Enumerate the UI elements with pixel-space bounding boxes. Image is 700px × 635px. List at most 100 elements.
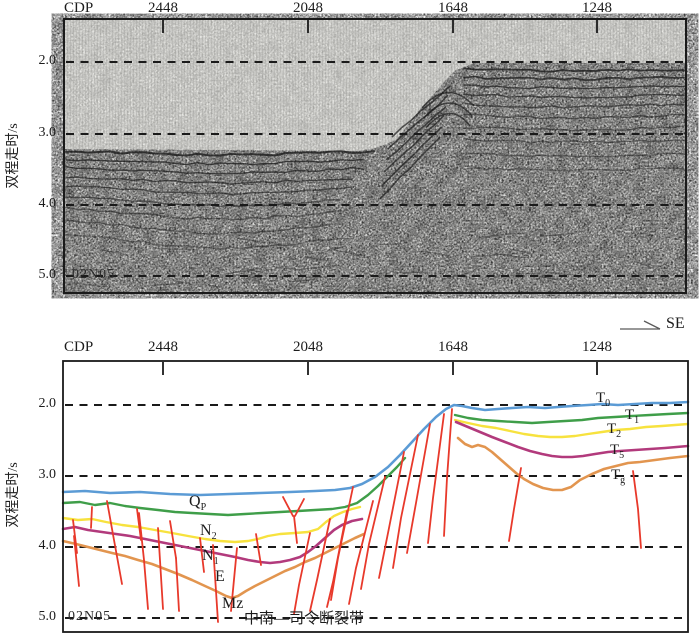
bottom-x-tick-1648: 1648 <box>438 339 468 355</box>
seismic-section-panel <box>63 18 687 294</box>
reflector-chaotic <box>224 267 263 275</box>
reflector-right-basin <box>463 166 685 172</box>
se-arrow-barb <box>643 320 661 330</box>
water-column-stripes <box>64 20 686 151</box>
horizon-line-Tg-right <box>456 436 690 492</box>
reflector-left-basin <box>65 185 353 196</box>
top-x-tick-1648: 1648 <box>438 0 468 16</box>
reflector-chaotic <box>150 282 183 287</box>
fault-line-3 <box>73 535 80 587</box>
top-x-tick-1248: 1248 <box>582 0 612 16</box>
reflector-left-basin <box>65 176 353 185</box>
reflector-right-basin <box>463 152 685 158</box>
top-y-tick-2: 2.0 <box>38 53 57 68</box>
reflector-chaotic <box>510 248 531 255</box>
top-line-id: 02N05 <box>72 267 116 282</box>
strat-label-N1: N1 <box>202 547 219 568</box>
reflector-chaotic <box>215 252 244 261</box>
horizon-line-T2-left <box>61 505 362 544</box>
bottom-line-id: 02N05 <box>68 609 112 624</box>
fault-line-22 <box>378 451 405 579</box>
strat-label-E: E <box>215 568 225 585</box>
bottom-x-tick-1248: 1248 <box>582 339 612 355</box>
reflector-chaotic <box>383 242 401 246</box>
top-panel-border <box>63 18 687 294</box>
horizon-label-T5: T5 <box>610 442 625 461</box>
reflector-left-basin <box>65 206 342 221</box>
reflector-chaotic <box>305 256 328 262</box>
top-y-tick-4: 4.0 <box>38 196 57 211</box>
reflector-chaotic <box>327 237 345 241</box>
fault-line-28 <box>632 470 642 549</box>
fault-line-21 <box>360 476 386 590</box>
direction-label-se: SE <box>666 315 685 332</box>
fault-line-0 <box>72 519 78 554</box>
horizon-label-T1: T1 <box>625 407 640 426</box>
reflector-uplift-flank <box>391 85 451 138</box>
bottom-y-tick-3: 3.0 <box>38 467 57 482</box>
top-x-tick-2048: 2048 <box>293 0 323 16</box>
reflector-chaotic <box>539 270 574 276</box>
fault-line-14 <box>294 498 305 517</box>
reflector-chaotic <box>394 271 429 274</box>
reflector-chaotic <box>102 249 129 256</box>
top-y-axis-title: 双程走时/s <box>6 123 21 189</box>
reflector-chaotic <box>207 284 224 289</box>
horizon-label-T2: T2 <box>607 421 622 440</box>
reflector-left-basin <box>65 150 375 157</box>
top-y-tick-3: 3.0 <box>38 125 57 140</box>
fault-line-26 <box>443 408 453 537</box>
reflector-right-basin <box>463 102 685 109</box>
reflector-uplift-flank <box>381 126 443 187</box>
top-y-tick-5: 5.0 <box>38 267 57 282</box>
reflector-left-basin <box>65 233 331 250</box>
reflector-chaotic <box>632 259 651 268</box>
fault-line-15 <box>293 515 298 544</box>
bottom-y-tick-2: 2.0 <box>38 396 57 411</box>
reflector-right-basin <box>463 84 685 90</box>
reflector-uplift-flank <box>385 106 447 161</box>
reflector-left-basin <box>65 158 364 166</box>
reflector-chaotic <box>72 282 105 288</box>
interpretation-panel <box>61 360 690 633</box>
fault-line-20 <box>348 500 374 605</box>
bottom-y-tick-5: 5.0 <box>38 609 57 624</box>
reflector-right-basin <box>463 67 685 73</box>
strat-label-Mz: Mz <box>222 595 244 612</box>
strat-label-N2: N2 <box>200 522 217 543</box>
reflector-left-basin <box>65 165 364 175</box>
fault-line-17 <box>309 518 331 612</box>
fault-line-9 <box>199 537 205 573</box>
fault-line-11 <box>230 547 238 612</box>
reflector-uplift-flank <box>383 114 445 173</box>
horizon-line-T5-right <box>454 420 690 459</box>
reflector-chaotic <box>421 250 449 257</box>
reflector-chaotic <box>157 248 191 251</box>
reflector-chaotic <box>515 272 541 275</box>
reflector-left-basin <box>65 219 331 235</box>
reflector-chaotic <box>236 237 265 244</box>
bottom-x-axis-title: CDP <box>64 339 94 355</box>
fault-line-24 <box>406 423 431 554</box>
bottom-x-tick-2048: 2048 <box>293 339 323 355</box>
fault-line-19 <box>330 486 354 601</box>
horizon-line-T1-left <box>61 456 407 517</box>
reflector-chaotic <box>478 233 511 239</box>
fault-line-10 <box>212 544 219 623</box>
reflector-chaotic <box>335 249 366 257</box>
fault-line-5 <box>138 512 149 610</box>
horizon-line-T1-right <box>453 411 690 425</box>
horizon-line-T0 <box>61 400 690 497</box>
reflector-chaotic <box>174 280 191 285</box>
reflector-chaotic <box>472 253 509 258</box>
fault-line-13 <box>282 496 294 517</box>
fault-line-27 <box>508 467 522 542</box>
top-x-axis-title: CDP <box>64 0 94 16</box>
fault-line-16 <box>293 532 311 615</box>
reflector-right-basin <box>463 113 685 120</box>
bottom-x-tick-2448: 2448 <box>148 339 178 355</box>
reflector-right-basin <box>463 75 685 82</box>
fault-line-25 <box>427 413 445 544</box>
fault-line-6 <box>157 527 164 610</box>
